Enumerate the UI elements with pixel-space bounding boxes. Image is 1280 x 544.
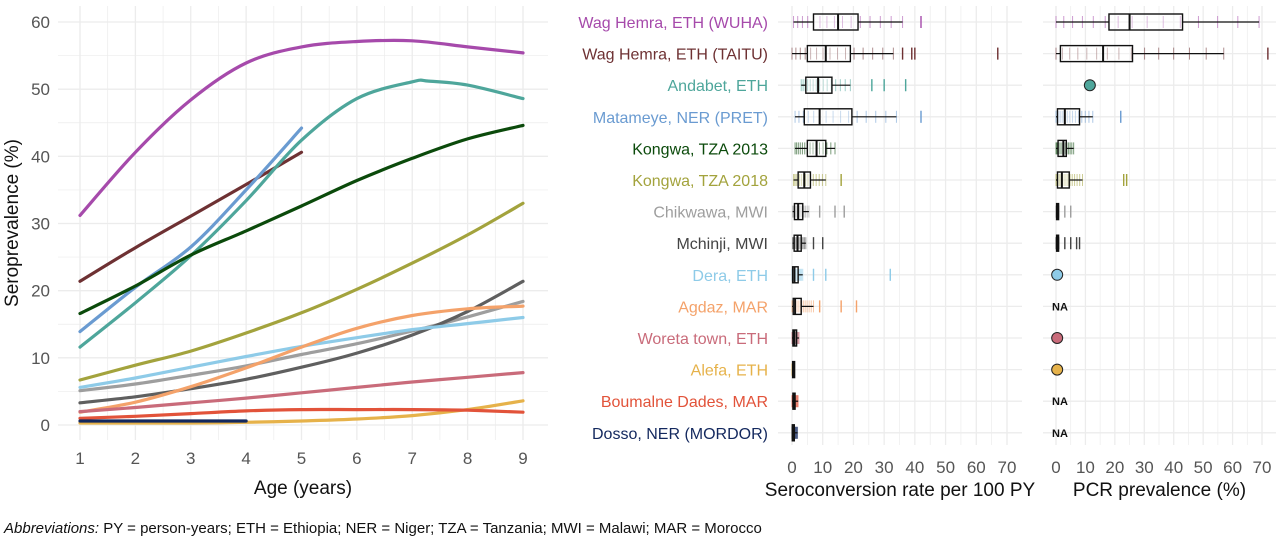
- x-tick-label: 0: [787, 458, 796, 477]
- x-axis-title: Age (years): [254, 478, 352, 499]
- plot-background: [1043, 6, 1276, 445]
- box-wag-hemra-eth-taitu: [806, 44, 852, 63]
- curve-mchinji-mwi: [78, 279, 525, 405]
- x-tick-label: 70: [1253, 458, 1272, 477]
- site-label-dera-eth: Dera, ETH: [692, 268, 768, 285]
- x-tick-label: 7: [408, 449, 417, 468]
- abbreviations-footnote: Abbreviations: PY = person-years; ETH = …: [4, 520, 762, 537]
- seroconversion-boxplot-panel: 0 10 20 30 40 50 60 70 Seroconversion rate per 1…: [765, 6, 1036, 501]
- y-tick-label: 60: [31, 13, 50, 32]
- y-tick-label: 30: [31, 215, 50, 234]
- curve-agdaz-mar: [78, 304, 525, 414]
- x-tick-label: 1: [75, 449, 84, 468]
- x-axis-title: Seroconversion rate per 100 PY: [765, 480, 1036, 501]
- site-label-andabet-eth: Andabet, ETH: [668, 78, 769, 95]
- site-label-boumalne-dades-mar: Boumalne Dades, MAR: [601, 394, 768, 411]
- point-woreta-town-eth: [1051, 332, 1064, 344]
- site-label-wag-hemra-eth-taitu: Wag Hemra, ETH (TAITU): [582, 47, 768, 64]
- curve-boumalne-dades-mar: [78, 407, 525, 420]
- curve-kongwa-tza-2013: [78, 123, 525, 316]
- curve-woreta-town-eth: [78, 371, 525, 414]
- y-tick-label: 0: [41, 416, 50, 435]
- box-wag-hemra-eth-wuha: [1108, 13, 1184, 31]
- point-andabet-eth: [1083, 79, 1096, 92]
- na-label-agdaz-mar: NA: [1052, 301, 1068, 313]
- x-tick-label: 40: [1164, 458, 1183, 477]
- box-matameye-ner-pret: [1056, 108, 1081, 126]
- box-matameye-ner-pret: [803, 108, 853, 126]
- y-tick-label: 50: [31, 80, 50, 99]
- site-label-wag-hemra-eth-wuha: Wag Hemra, ETH (WUHA): [578, 15, 768, 32]
- x-tick-label: 20: [844, 458, 863, 477]
- site-labels: Wag Hemra, ETH (WUHA) Wag Hemra, ETH (TAI…: [578, 15, 768, 443]
- box-wag-hemra-eth-wuha: [812, 13, 859, 31]
- site-label-woreta-town-eth: Woreta town, ETH: [638, 331, 768, 348]
- x-tick-label: 70: [998, 458, 1017, 477]
- site-label-agdaz-mar: Agdaz, MAR: [678, 299, 768, 316]
- point-dera-eth: [1051, 268, 1064, 281]
- curve-alefa-eth: [78, 399, 525, 425]
- x-tick-label: 5: [297, 449, 306, 468]
- x-tick-label: 10: [813, 458, 832, 477]
- seroprevalence-curve-panel: 1 2 3 4 5 6 7 8 9 0 10 20 30 40 50 60 Age (years) Seropre…: [2, 6, 548, 499]
- x-tick-label: 20: [1105, 458, 1124, 477]
- curve-andabet-eth: [78, 78, 525, 349]
- y-tick-label: 20: [31, 282, 50, 301]
- x-tick-label: 4: [241, 449, 250, 468]
- x-tick-label: 60: [967, 458, 986, 477]
- y-tick-label: 40: [31, 147, 50, 166]
- x-tick-label: 8: [463, 449, 472, 468]
- x-tick-label: 3: [186, 449, 195, 468]
- curve-kongwa-tza-2018: [78, 201, 525, 382]
- na-label-boumalne-dades-mar: NA: [1052, 396, 1068, 408]
- curve-matameye-ner-pret: [78, 126, 304, 334]
- site-label-kongwa-tza-2018: Kongwa, TZA 2018: [632, 173, 768, 190]
- site-label-matameye-ner-pret: Matameye, NER (PRET): [593, 110, 768, 127]
- y-axis-title: Seroprevalence (%): [2, 139, 23, 307]
- site-label-mchinji-mwi: Mchinji, MWI: [676, 236, 768, 253]
- x-tick-label: 2: [131, 449, 140, 468]
- x-tick-label: 6: [352, 449, 361, 468]
- site-label-kongwa-tza-2013: Kongwa, TZA 2013: [632, 141, 768, 158]
- x-axis-title: PCR prevalence (%): [1073, 480, 1246, 501]
- site-label-dosso-ner-mordor: Dosso, NER (MORDOR): [592, 426, 768, 443]
- curve-wag-hemra-eth-taitu: [78, 150, 304, 283]
- point-alefa-eth: [1051, 363, 1064, 376]
- box-kongwa-tza-2018: [1056, 171, 1070, 189]
- box-agdaz-mar: [792, 297, 802, 316]
- x-tick-label: 10: [1076, 458, 1095, 477]
- na-label-dosso-ner-mordor: NA: [1052, 428, 1068, 440]
- x-tick-label: 0: [1051, 458, 1060, 477]
- pcr-prevalence-boxplot-panel: NA NA NA 0 10 20 30 40 50 60 70 PCR prevalence (%): [1043, 6, 1276, 501]
- curve-wag-hemra-eth-wuha: [78, 38, 525, 217]
- x-tick-label: 9: [518, 449, 527, 468]
- curve-chikwawa-mwi: [78, 299, 525, 393]
- x-tick-label: 50: [936, 458, 955, 477]
- x-tick-label: 50: [1194, 458, 1213, 477]
- x-tick-label: 40: [905, 458, 924, 477]
- x-tick-label: 60: [1223, 458, 1242, 477]
- y-tick-label: 10: [31, 349, 50, 368]
- site-label-alefa-eth: Alefa, ETH: [691, 363, 768, 380]
- x-tick-label: 30: [1135, 458, 1154, 477]
- x-tick-label: 30: [875, 458, 894, 477]
- footnote-lead: Abbreviations:: [4, 520, 100, 537]
- box-kongwa-tza-2013: [1057, 139, 1068, 158]
- plot-background: [778, 6, 1022, 445]
- site-label-chikwawa-mwi: Chikwawa, MWI: [653, 205, 768, 222]
- footnote-text: PY = person-years; ETH = Ethiopia; NER =…: [99, 520, 762, 537]
- box-wag-hemra-eth-taitu: [1059, 44, 1134, 63]
